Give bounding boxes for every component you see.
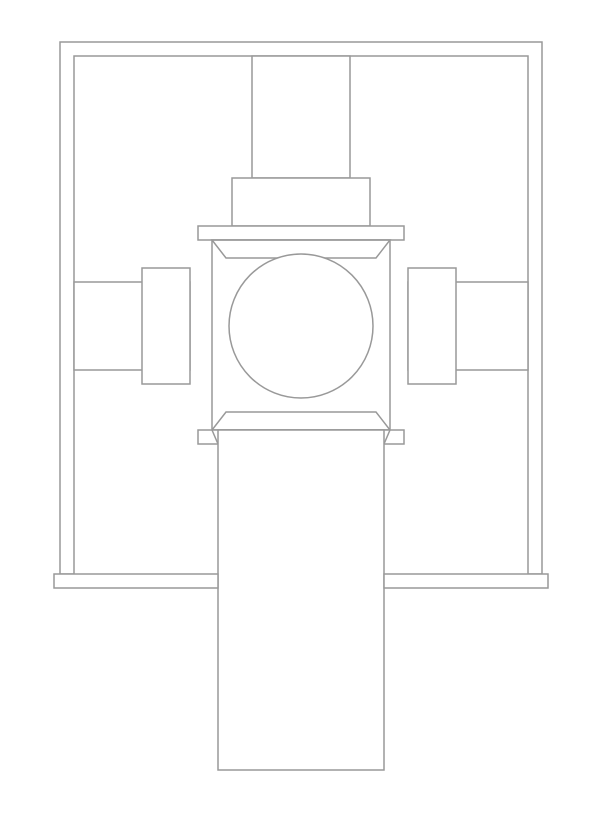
- top-stub-boss: [232, 178, 370, 226]
- top-stub: [252, 56, 350, 178]
- left-stub-boss: [142, 268, 190, 384]
- right-stub-boss: [408, 268, 456, 384]
- technical-drawing: [0, 0, 601, 816]
- bore-circle: [229, 254, 373, 398]
- base-bar-right: [384, 574, 548, 588]
- base-bar-left: [54, 574, 218, 588]
- center-shaft: [218, 430, 384, 770]
- center-cap-top: [198, 226, 404, 240]
